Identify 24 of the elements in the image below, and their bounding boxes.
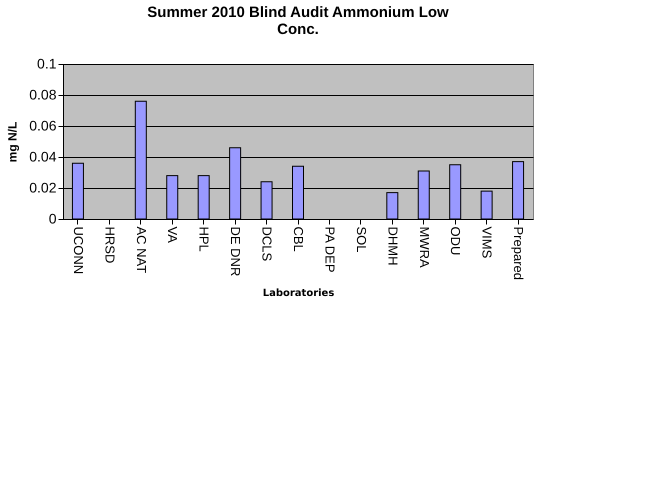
x-tick-label: Prepared: [511, 226, 526, 280]
x-tick-label: ODU: [448, 226, 464, 256]
y-tick-label: 0.06: [29, 118, 57, 134]
x-tick-label: UCONN: [70, 226, 86, 274]
chart-title: Summer 2010 Blind Audit Ammonium Low Conc.: [147, 4, 450, 38]
x-tick-label: AC NAT: [134, 226, 149, 274]
y-tick-label: 0.04: [29, 148, 57, 164]
x-tick-label: VIMS: [480, 226, 495, 259]
y-tick-label: 0.08: [29, 86, 57, 102]
x-axis-title: Laboratories: [262, 288, 334, 299]
y-tick-label: 0: [48, 210, 57, 226]
x-tick-label: HRSD: [102, 226, 118, 264]
x-tick-label: DCLS: [260, 226, 275, 262]
x-tick-label: DE DNR: [228, 226, 244, 276]
x-tick-label: SOL: [354, 226, 369, 253]
y-tick-label: 0.1: [37, 56, 57, 72]
x-tick-label: HPL: [196, 226, 212, 252]
x-tick-label: MWRA: [416, 226, 432, 268]
x-tick-label: PA DEP: [322, 226, 338, 273]
x-tick-label: DHMH: [385, 226, 400, 266]
x-tick-label: CBL: [291, 226, 306, 252]
x-tick-label: VA: [165, 226, 180, 244]
y-tick-label: 0.02: [29, 180, 57, 196]
y-axis-title: mg N/L: [5, 122, 20, 162]
